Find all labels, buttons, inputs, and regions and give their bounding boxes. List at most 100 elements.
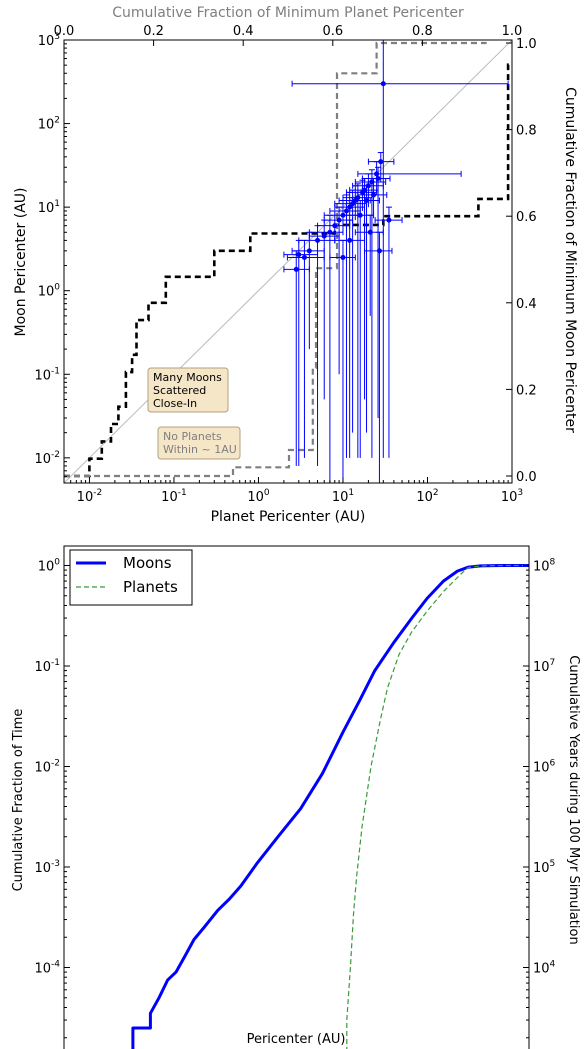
- point-marker: [376, 248, 382, 254]
- data-point: [291, 40, 509, 458]
- right-tick-label: 106: [533, 759, 556, 776]
- point-marker: [340, 212, 346, 218]
- data-point: [345, 200, 375, 458]
- point-marker: [364, 198, 370, 204]
- y-tick-label: 10-4: [34, 960, 60, 977]
- right-axis-label: Cumulative Fraction of Minimum Moon Peri…: [562, 87, 578, 433]
- y-tick-label: 10-2: [34, 450, 60, 467]
- annotation-line: Scattered: [153, 384, 206, 397]
- data-point: [364, 231, 393, 483]
- right-tick-label: 105: [533, 859, 555, 876]
- moon-cdf-step-line: [64, 63, 512, 478]
- pericenter-scatter-chart: 10-2 10-2 10-1 10-1 100 100 101 101 102 102 103 103…: [13, 5, 578, 525]
- y-tick-label: 100: [38, 558, 61, 575]
- planets-line: [346, 564, 529, 1049]
- x-tick-label: 102: [416, 488, 438, 505]
- y-tick-label: 103: [38, 32, 60, 49]
- x-tick-label: 101: [332, 488, 354, 505]
- y-tick-label: 10-1: [34, 366, 60, 383]
- point-marker: [347, 237, 353, 243]
- point-marker: [301, 254, 307, 260]
- plot-frame: [63, 39, 513, 484]
- point-marker: [371, 192, 377, 198]
- point-marker: [343, 208, 349, 214]
- y-tick-label: 10-3: [34, 859, 60, 876]
- top-tick-label: 0.4: [233, 24, 254, 39]
- point-marker: [321, 233, 327, 239]
- right-tick-label: 0.0: [516, 470, 537, 485]
- data-point: [283, 239, 319, 466]
- top-tick-label: 0.0: [54, 24, 75, 39]
- y-axis-label: Moon Pericenter (AU): [13, 188, 29, 337]
- right-tick-label: 104: [533, 960, 556, 977]
- point-marker: [293, 266, 299, 272]
- planet-cdf-step-line: [64, 41, 487, 478]
- point-marker: [357, 212, 363, 218]
- data-point: [334, 189, 368, 433]
- x-tick-label: 10-2: [77, 488, 103, 505]
- y-tick-label: 10-2: [34, 759, 60, 776]
- point-marker: [327, 229, 333, 235]
- point-marker: [332, 223, 338, 229]
- right-tick-label: 0.6: [516, 210, 537, 225]
- point-marker: [340, 254, 346, 260]
- right-tick-label: 0.8: [516, 124, 537, 139]
- top-tick-label: 1.0: [502, 24, 523, 39]
- point-marker: [315, 237, 321, 243]
- moons-line: [131, 564, 529, 1049]
- annotation-line: Many Moons: [153, 371, 222, 384]
- top-tick-label: 0.6: [322, 24, 343, 39]
- x-tick-label: 10-1: [161, 488, 187, 505]
- point-marker: [359, 189, 365, 195]
- point-marker: [375, 176, 381, 182]
- top-tick-label: 0.8: [412, 24, 433, 39]
- x-axis-label: Pericenter (AU): [247, 1032, 346, 1047]
- y-tick-label: 102: [38, 116, 60, 133]
- x-tick-label: 100: [247, 488, 270, 505]
- y-tick-label: 100: [38, 283, 61, 300]
- legend-label: Moons: [123, 554, 172, 572]
- legend-label: Planets: [123, 578, 178, 596]
- right-tick-label: 107: [533, 658, 555, 675]
- data-point: [286, 239, 325, 458]
- point-marker: [378, 159, 384, 165]
- legend-box: [69, 549, 193, 606]
- right-tick-label: 1.0: [516, 37, 537, 52]
- annotation-line: Close-In: [153, 397, 197, 410]
- data-point: [374, 206, 403, 458]
- top-axis-label: Cumulative Fraction of Minimum Planet Pe…: [112, 5, 464, 21]
- legend: Moons Planets: [69, 549, 193, 606]
- point-marker: [306, 248, 312, 254]
- right-tick-label: 108: [533, 558, 556, 575]
- annotation-line: No Planets: [163, 430, 222, 443]
- data-point: [367, 152, 395, 182]
- point-marker: [386, 217, 392, 223]
- one-to-one-line: [64, 40, 512, 483]
- data-point: [329, 239, 356, 483]
- y-tick-label: 101: [38, 199, 60, 216]
- point-marker: [350, 201, 356, 207]
- y-tick-label: 10-1: [34, 658, 60, 675]
- data-point: [291, 231, 325, 350]
- right-axis-label: Cumulative Years during 100 Myr Simulati…: [566, 655, 581, 944]
- data-point: [361, 166, 391, 418]
- point-marker: [367, 229, 373, 235]
- y-axis-label: Cumulative Fraction of Time: [11, 709, 26, 892]
- data-point: [283, 250, 310, 466]
- x-axis-label: Planet Pericenter (AU): [211, 509, 366, 525]
- point-marker: [296, 252, 302, 258]
- annotation-box: [157, 426, 241, 460]
- point-marker: [336, 217, 342, 223]
- data-point: [334, 219, 366, 458]
- point-marker: [380, 81, 386, 87]
- point-marker: [347, 204, 353, 210]
- top-tick-label: 0.2: [143, 24, 164, 39]
- data-point: [352, 185, 380, 433]
- plot-frame-2: [63, 545, 530, 1049]
- cumulative-time-chart: 10-310-210-110010110210-510310-410410-31…: [11, 545, 581, 1049]
- x-tick-label: 103: [501, 488, 523, 505]
- annotation-box: [147, 367, 229, 413]
